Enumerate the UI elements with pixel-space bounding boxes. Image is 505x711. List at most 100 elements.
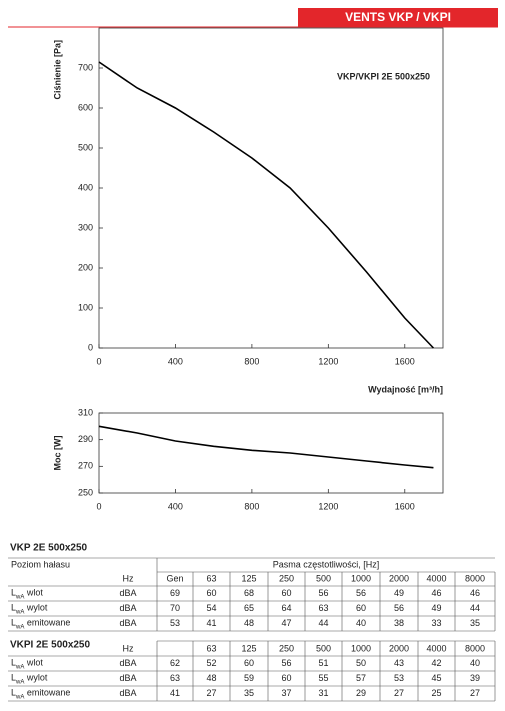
cell-value: 60 [281, 588, 291, 598]
cell-value: 39 [470, 673, 480, 683]
cell-value: 69 [170, 588, 180, 598]
x-tick-label: 1200 [318, 501, 338, 511]
unit-header: Hz [123, 573, 134, 583]
x-tick-label: 400 [168, 501, 183, 511]
y-tick-label: 290 [78, 434, 93, 444]
row-label: LwA wlot [11, 588, 43, 600]
cell-value: 57 [356, 673, 366, 683]
cell-value: 56 [394, 603, 404, 613]
x-tick-label: 800 [244, 356, 259, 366]
header-box [298, 8, 498, 27]
y-tick-label: 200 [78, 262, 93, 272]
curve-label: VKP/VKPI 2E 500x250 [337, 71, 430, 81]
row-unit: dBA [119, 618, 136, 628]
cell-value: 27 [470, 688, 480, 698]
band-header: 250 [279, 573, 294, 583]
x-tick-label: 0 [96, 356, 101, 366]
y-tick-label: 700 [78, 62, 93, 72]
cell-value: 40 [470, 658, 480, 668]
cell-value: 64 [281, 603, 291, 613]
cell-value: 46 [470, 588, 480, 598]
row-symbol: L [11, 688, 16, 698]
cell-value: 60 [281, 673, 291, 683]
row-unit: dBA [119, 688, 136, 698]
row-sub: wA [15, 624, 24, 630]
y-tick-label: 100 [78, 302, 93, 312]
cell-value: 35 [470, 618, 480, 628]
x-axis-label: Wydajność [m³/h] [368, 384, 443, 394]
cell-value: 51 [318, 658, 328, 668]
band-header: 500 [316, 573, 331, 583]
cell-value: 63 [318, 603, 328, 613]
row-symbol: L [11, 588, 16, 598]
cell-value: 70 [170, 603, 180, 613]
y-tick-label: 0 [88, 342, 93, 352]
cell-value: 43 [394, 658, 404, 668]
x-tick-label: 1200 [318, 356, 338, 366]
table-title: VKP 2E 500x250 [10, 543, 88, 554]
row-label: LwA emitowane [11, 618, 70, 630]
curve [98, 425, 434, 469]
cell-value: 63 [170, 673, 180, 683]
cell-value: 44 [470, 603, 480, 613]
row-label: LwA wlot [11, 658, 43, 670]
row-symbol: L [11, 603, 16, 613]
cell-value: 60 [356, 603, 366, 613]
row-unit: dBA [119, 588, 136, 598]
cell-value: 56 [318, 588, 328, 598]
cell-value: 65 [244, 603, 254, 613]
y-tick-label: 250 [78, 487, 93, 497]
row-unit: dBA [119, 603, 136, 613]
unit-header: Hz [123, 643, 134, 653]
band-header: 250 [279, 643, 294, 653]
x-tick-label: 800 [244, 501, 259, 511]
cell-value: 44 [318, 618, 328, 628]
cell-value: 41 [206, 618, 216, 628]
row-symbol: L [11, 673, 16, 683]
plot-frame [98, 412, 444, 494]
cell-value: 56 [356, 588, 366, 598]
row-text: emitowane [27, 618, 71, 628]
row-sub: wA [15, 679, 24, 685]
cell-value: 45 [431, 673, 441, 683]
row-label: LwA emitowane [11, 688, 70, 700]
cell-value: 35 [244, 688, 254, 698]
band-header: 63 [206, 573, 216, 583]
cell-value: 40 [356, 618, 366, 628]
row-symbol: L [11, 658, 16, 668]
band-header: Gen [166, 573, 183, 583]
x-tick-label: 0 [96, 501, 101, 511]
band-header: 125 [241, 643, 256, 653]
cell-value: 27 [206, 688, 216, 698]
x-tick-label: 1600 [395, 356, 415, 366]
row-text: wlot [26, 658, 44, 668]
row-unit: dBA [119, 658, 136, 668]
cell-value: 49 [431, 603, 441, 613]
cell-value: 37 [281, 688, 291, 698]
head-left: Poziom hałasu [11, 559, 70, 569]
y-tick-label: 300 [78, 222, 93, 232]
band-header: 1000 [351, 643, 371, 653]
row-sub: wA [15, 694, 24, 700]
band-header: 500 [316, 643, 331, 653]
x-tick-label: 400 [168, 356, 183, 366]
y-tick-label: 600 [78, 102, 93, 112]
cell-value: 42 [431, 658, 441, 668]
y-tick-label: 310 [78, 407, 93, 417]
cell-value: 60 [206, 588, 216, 598]
cell-value: 55 [318, 673, 328, 683]
cell-value: 49 [394, 588, 404, 598]
cell-value: 33 [431, 618, 441, 628]
cell-value: 53 [170, 618, 180, 628]
band-header: 1000 [351, 573, 371, 583]
row-label: LwA wylot [11, 673, 48, 685]
band-header: 2000 [389, 573, 409, 583]
row-sub: wA [15, 609, 24, 615]
band-header: 2000 [389, 643, 409, 653]
cell-value: 25 [431, 688, 441, 698]
cell-value: 60 [244, 658, 254, 668]
curve [98, 61, 435, 349]
band-header: 4000 [426, 643, 446, 653]
row-sub: wA [15, 664, 24, 670]
